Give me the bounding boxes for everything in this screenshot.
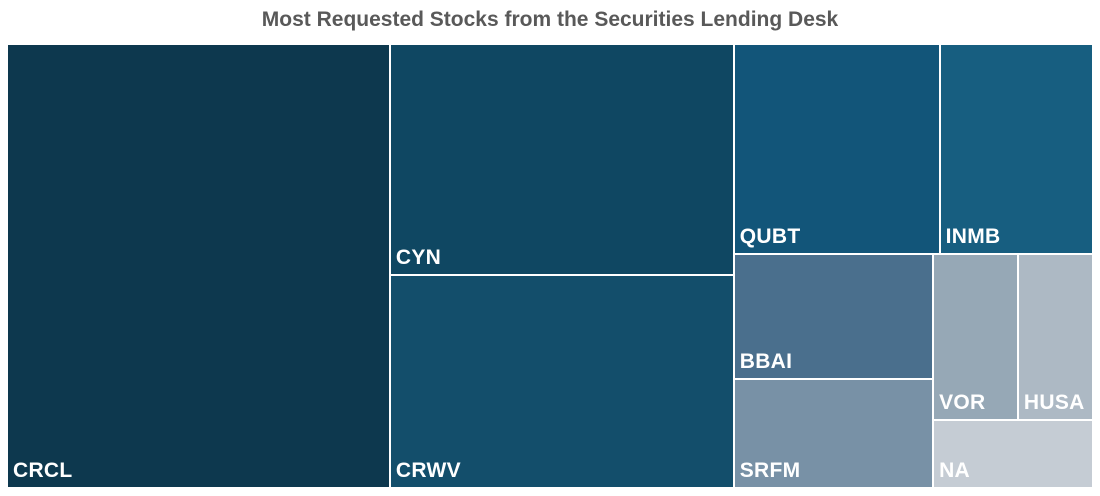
treemap-tile-crwv: CRWV	[389, 275, 734, 488]
treemap-label-bbai: BBAI	[739, 350, 793, 374]
treemap-label-qubt: QUBT	[739, 225, 801, 249]
treemap-tile-qubt: QUBT	[733, 44, 940, 255]
treemap-tile-vor: VOR	[933, 254, 1018, 421]
treemap-label-na: NA	[939, 458, 971, 482]
treemap-label-vor: VOR	[939, 391, 986, 415]
treemap-label-crwv: CRWV	[395, 458, 461, 482]
treemap-tile-bbai: BBAI	[733, 254, 934, 380]
treemap-label-cyn: CYN	[395, 246, 442, 270]
treemap-label-srfm: SRFM	[739, 458, 801, 482]
treemap-tile-na: NA	[933, 420, 1093, 488]
treemap-tile-srfm: SRFM	[733, 379, 934, 488]
treemap-label-crcl: CRCL	[13, 459, 73, 482]
treemap-tile-husa: HUSA	[1017, 254, 1093, 421]
treemap-tile-inmb: INMB	[939, 44, 1093, 255]
treemap-label-husa: HUSA	[1023, 391, 1085, 415]
chart-title: Most Requested Stocks from the Securitie…	[261, 8, 839, 31]
treemap-label-inmb: INMB	[945, 225, 1001, 249]
treemap-tile-cyn: CYN	[389, 44, 734, 276]
treemap-tile-crcl: CRCL	[7, 44, 390, 488]
